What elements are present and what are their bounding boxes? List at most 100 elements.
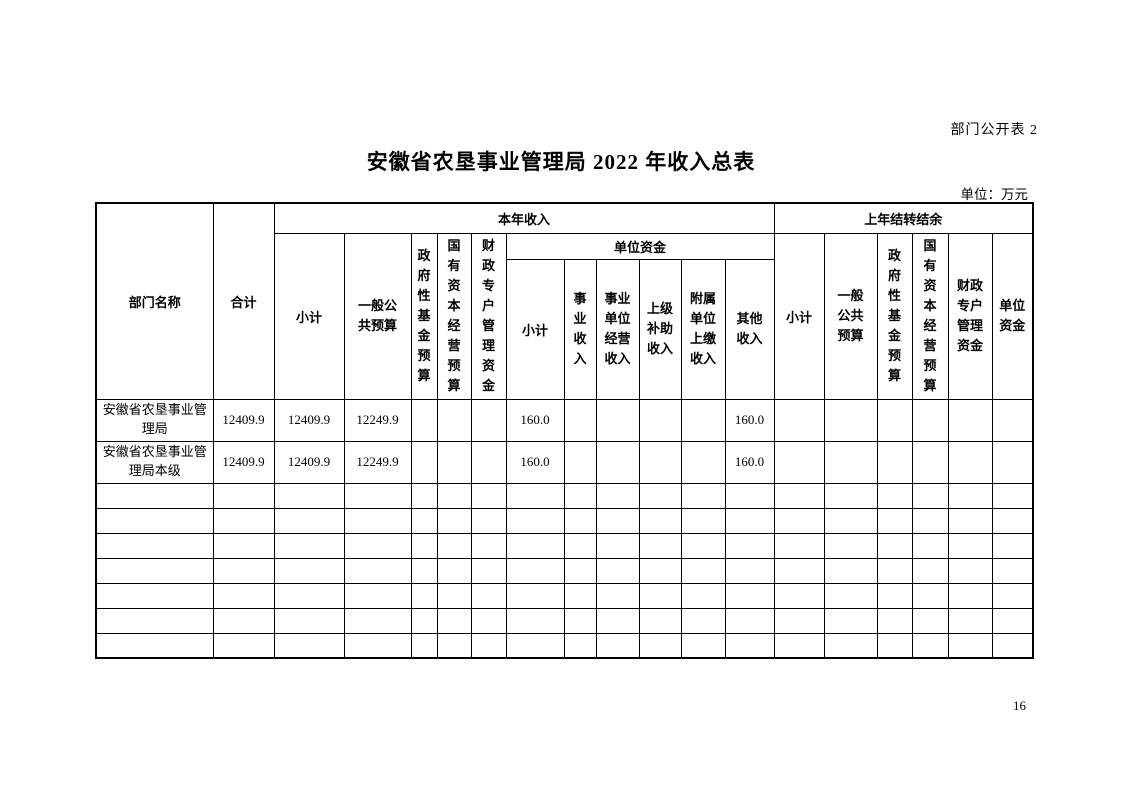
- table-cell: [595, 482, 640, 509]
- table-row: 安徽省农垦事业管理局本级 12409.9 12409.9 12249.9 160.0 16…: [95, 440, 1034, 484]
- income-summary-table: 部门名称 合计 本年收入 上年结转结余 小计 一般公共预算 政府性基金预算 国有…: [95, 202, 1035, 659]
- table-cell: [638, 507, 682, 534]
- table-cell: [638, 532, 682, 559]
- table-cell: [436, 557, 472, 584]
- empty-table-row: [95, 507, 1034, 534]
- table-cell: [876, 582, 913, 609]
- table-cell: [595, 632, 640, 659]
- header-cy-gov-fund-budget-label: 政府性基金预算: [417, 248, 431, 383]
- table-cell: [212, 607, 275, 634]
- table-cell: [911, 557, 949, 584]
- table-cell: [823, 440, 878, 484]
- table-cell: [991, 507, 1034, 534]
- table-cell: [876, 398, 913, 442]
- table-cell: [410, 607, 438, 634]
- header-current-year-group: 本年收入: [273, 202, 775, 234]
- header-cy-gov-fund-budget: 政府性基金预算: [410, 232, 438, 400]
- table-cell: [680, 482, 726, 509]
- table-cell: [947, 482, 993, 509]
- header-co-general-public-budget-label: 一般公共预算: [837, 288, 864, 343]
- table-cell: [273, 557, 345, 584]
- table-cell: [638, 482, 682, 509]
- header-cy-fiscal-special-account: 财政专户管理资金: [470, 232, 507, 400]
- dept-name-cell: [95, 632, 214, 659]
- header-cy-state-capital-budget: 国有资本经营预算: [436, 232, 472, 400]
- table-cell: [563, 398, 597, 442]
- table-cell: [273, 607, 345, 634]
- dept-name-cell: [95, 482, 214, 509]
- table-cell: [823, 557, 878, 584]
- header-cy-fiscal-special-account-label: 财政专户管理资金: [481, 238, 495, 393]
- table-cell: [911, 607, 949, 634]
- table-cell: [947, 507, 993, 534]
- table-cell: [823, 507, 878, 534]
- table-cell: [273, 632, 345, 659]
- header-carryover-group: 上年结转结余: [773, 202, 1034, 234]
- table-cell: [991, 557, 1034, 584]
- header-uf-affiliated-remitted-income-label: 附属单位上缴收入: [689, 291, 716, 366]
- table-cell: [823, 532, 878, 559]
- table-cell: [773, 398, 825, 442]
- table-cell: [638, 582, 682, 609]
- table-cell: [343, 607, 412, 634]
- dept-name-cell: 安徽省农垦事业管理局本级: [95, 440, 214, 484]
- table-cell: 160.0: [505, 440, 565, 484]
- header-co-subtotal: 小计: [773, 232, 825, 400]
- table-cell: [911, 440, 949, 484]
- table-cell: [273, 482, 345, 509]
- table-cell: [947, 398, 993, 442]
- table-cell: [947, 582, 993, 609]
- table-cell: [876, 632, 913, 659]
- table-cell: [563, 607, 597, 634]
- empty-table-row: [95, 582, 1034, 609]
- table-cell: [436, 582, 472, 609]
- empty-table-row: [95, 632, 1034, 659]
- header-co-general-public-budget: 一般公共预算: [823, 232, 878, 400]
- table-cell: [343, 482, 412, 509]
- table-cell: [773, 607, 825, 634]
- table-cell: [212, 482, 275, 509]
- table-cell: [212, 582, 275, 609]
- table-cell: [343, 557, 412, 584]
- table-cell: [212, 557, 275, 584]
- table-cell: [505, 607, 565, 634]
- table-cell: [343, 507, 412, 534]
- table-header: 部门名称 合计 本年收入 上年结转结余 小计 一般公共预算 政府性基金预算 国有…: [95, 202, 1034, 400]
- table-cell: [773, 532, 825, 559]
- table-cell: [724, 582, 775, 609]
- table-cell: 12409.9: [273, 440, 345, 484]
- table-cell: [991, 632, 1034, 659]
- table-cell: [911, 582, 949, 609]
- table-cell: [680, 582, 726, 609]
- table-cell: [876, 507, 913, 534]
- unit-note: 单位：万元: [960, 187, 1029, 202]
- table-cell: [470, 440, 507, 484]
- table-cell: [436, 482, 472, 509]
- table-cell: [410, 398, 438, 442]
- header-uf-business-income-label: 事业收入: [573, 291, 587, 366]
- empty-table-row: [95, 532, 1034, 559]
- table-cell: [273, 532, 345, 559]
- dept-name-cell: [95, 607, 214, 634]
- header-co-unit-funds: 单位资金: [991, 232, 1034, 400]
- table-cell: [505, 507, 565, 534]
- table-cell: [773, 632, 825, 659]
- table-cell: [563, 440, 597, 484]
- table-cell: [595, 607, 640, 634]
- table-cell: [595, 440, 640, 484]
- table-cell: [911, 398, 949, 442]
- header-cy-state-capital-budget-label: 国有资本经营预算: [447, 238, 461, 393]
- table-cell: [638, 398, 682, 442]
- table-cell: [563, 582, 597, 609]
- table-cell: [991, 582, 1034, 609]
- table-cell: [410, 557, 438, 584]
- table-cell: [212, 507, 275, 534]
- table-cell: [680, 440, 726, 484]
- table-cell: [436, 398, 472, 442]
- table-cell: [823, 632, 878, 659]
- table-cell: [436, 440, 472, 484]
- table-cell: [505, 557, 565, 584]
- table-cell: [343, 632, 412, 659]
- table-body: 安徽省农垦事业管理局 12409.9 12409.9 12249.9 160.0 160.…: [95, 398, 1034, 659]
- table-cell: [724, 482, 775, 509]
